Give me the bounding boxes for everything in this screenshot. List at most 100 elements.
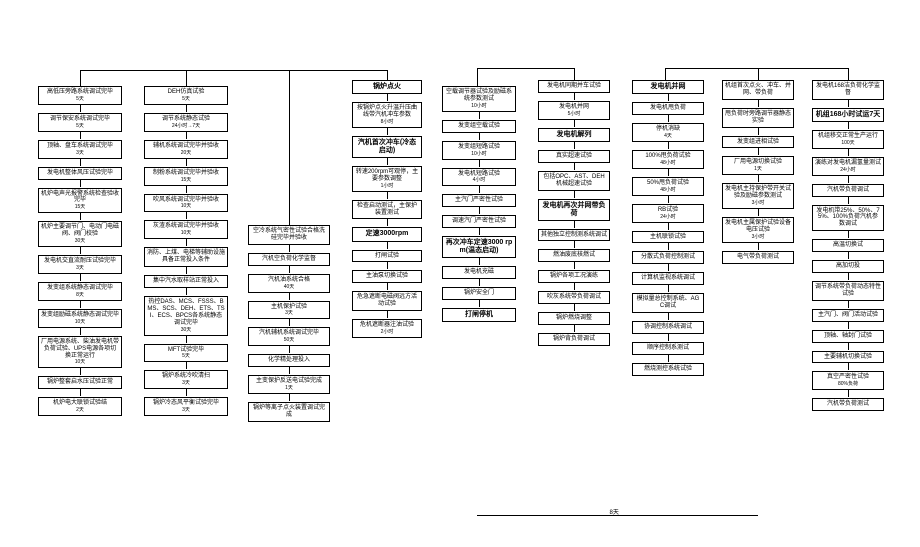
- c2-node-2-label: 辅机系统调试完毕并验收: [153, 143, 219, 150]
- c6-node-2-label: 发电机解列: [557, 131, 592, 139]
- c3-node-2-label: 汽机油系统合格: [268, 277, 310, 284]
- c9-node-5: 发电机带25%、50%、75%、100%负荷汽机参数调试: [812, 205, 884, 232]
- c4-node-4: 检查启动测试，主保护装置测试: [352, 200, 422, 220]
- trunk-vline: [289, 70, 290, 225]
- c9-node-6: 高温切换试: [812, 239, 884, 252]
- c2-node-11: 锅炉冷态风平衡试验完毕3天: [144, 397, 228, 416]
- column-8: 机组首次点火、冲车、并网、带负荷甩负荷时旁路调节器静态实验发变组进相试验厂用电源…: [722, 80, 794, 547]
- c7-node-3: 100%甩负荷试验48小时: [632, 150, 704, 169]
- c7-node-3-duration: 48小时: [660, 161, 676, 166]
- c2-node-1-label: 调节系统静态试验: [162, 116, 210, 123]
- c3-node-4-duration: 50天: [284, 338, 295, 343]
- c7-node-5: RB试验24小时: [632, 204, 704, 223]
- c9-node-6-label: 高温切换试: [833, 242, 863, 249]
- c9-node-2: 机组移交正常生产运行100天: [812, 130, 884, 149]
- c4-node-5-label: 定速3000rpm: [366, 230, 409, 238]
- c8-node-0: 机组首次点火、冲车、并网、带负荷: [722, 80, 794, 100]
- c8-node-2: 发变组进相试验: [722, 136, 794, 149]
- c1-node-4-label: 机炉电声光报警系统检查验收完毕: [41, 191, 119, 205]
- c9-node-10: 顶轴、轴封门试验: [812, 330, 884, 343]
- trunk-vline: [574, 68, 575, 80]
- c8-node-4-duration: 3小时: [752, 201, 765, 206]
- c8-node-5: 发电机主属保护试验设备电压试验3小时: [722, 217, 794, 243]
- c2-node-2: 辅机系统调试完毕并验收20天: [144, 140, 228, 159]
- c1-node-8-duration: 10天: [75, 320, 86, 325]
- c6-node-9: 吹灰系统带负荷调试: [538, 291, 610, 304]
- c1-node-3-label: 发电机整体风压试验完毕: [47, 170, 113, 177]
- c6-node-3-label: 真实超速试验: [556, 153, 592, 160]
- c1-node-11: 机炉电大联锁试验结2天: [38, 397, 122, 416]
- c4-node-7: 主油泵切换试验: [352, 270, 422, 283]
- c5-node-4: 主汽门严密性试验: [442, 194, 516, 207]
- c1-node-2-duration: 3天: [76, 151, 84, 156]
- c2-node-1-duration: 24小时→7天: [172, 124, 200, 129]
- c1-node-5: 机炉主要调节门、电动门电磁阀、阀门校验30天: [38, 221, 122, 247]
- c2-node-4: 吹风系统调试完毕并验收10天: [144, 194, 228, 213]
- c4-node-7-label: 主油泵切换试验: [366, 273, 408, 280]
- c4-node-4-label: 检查启动测试，主保护装置测试: [355, 203, 419, 217]
- c2-node-10-label: 锅炉系统冷吹清扫: [162, 373, 210, 380]
- c2-node-8: 热控DAS、MCS、FSSS、BMS、SCS、DEH、ETS、TSI、ECS、B…: [144, 296, 228, 336]
- c1-node-7-duration: 8天: [76, 293, 84, 298]
- c2-node-0-label: DEH仿真试验: [168, 89, 205, 96]
- trunk-vline: [387, 70, 388, 80]
- c2-node-7-label: 集中汽水取样站正常投入: [153, 278, 219, 285]
- c9-node-8: 调节系统带负荷动态特性试验: [812, 281, 884, 301]
- c5-node-2: 发变组短路试验10小时: [442, 141, 516, 160]
- c5-node-5: 调速汽门严密性试验: [442, 215, 516, 228]
- c6-node-1: 发电机并网5小时: [538, 101, 610, 120]
- trunk-vline: [80, 70, 81, 86]
- c6-node-2: 发电机解列: [538, 128, 610, 142]
- c4-node-3-label: 转速200rpm可观停，主要参数调整: [355, 169, 419, 183]
- c7-node-5-label: RB试验: [658, 207, 678, 214]
- c9-node-11: 主要辅机切换试验: [812, 351, 884, 364]
- c9-node-0-label: 发电机168洁负荷化学监督: [815, 83, 881, 97]
- c3-node-5-label: 化学精处理投入: [268, 357, 310, 364]
- c2-node-9: MFT试验完毕5天: [144, 344, 228, 363]
- c9-node-4-label: 汽机带负荷调试: [827, 187, 869, 194]
- c1-node-2-label: 顶轴、盘车系统调试完毕: [47, 143, 113, 150]
- c1-node-1-duration: 5天: [76, 124, 84, 129]
- c4-node-2: 汽机首次冲车(冷态启动): [352, 136, 422, 158]
- c1-node-9: 厂用电源系统、柴油发电机带负荷试验、UPS电源各项切换正常运行10天: [38, 336, 122, 369]
- c6-node-11: 锅炉背负荷调试: [538, 333, 610, 346]
- c8-node-2-label: 发变组进相试验: [737, 139, 779, 146]
- c4-node-8-label: 危急遮断电磁阀远方活动试验: [355, 294, 419, 308]
- c4-node-3: 转速200rpm可观停，主要参数调整1小时: [352, 166, 422, 192]
- c3-node-2-duration: 40天: [284, 285, 295, 290]
- c8-node-6-label: 电气带负荷测试: [737, 254, 779, 261]
- trunk-hline: [80, 70, 387, 71]
- c7-node-1: 发电机甩负荷: [632, 102, 704, 115]
- c3-node-3: 主机保护试验3天: [248, 301, 330, 320]
- c1-node-10: 锅炉整套启水压试验正常: [38, 376, 122, 389]
- c8-node-5-label: 发电机主属保护试验设备电压试验: [725, 220, 791, 234]
- column-1: 高低压旁路系统调试完毕5天调节保安系统调试完毕5天顶轴、盘车系统调试完毕3天发电…: [38, 86, 122, 547]
- c8-node-1: 甩负荷时旁路调节器静态实验: [722, 108, 794, 128]
- c5-node-4-label: 主汽门严密性试验: [455, 197, 503, 204]
- c5-node-5-label: 调速汽门严密性试验: [452, 218, 506, 225]
- c5-node-3: 发电机短路试验4小时: [442, 168, 516, 187]
- c2-node-10-duration: 3天: [182, 381, 190, 386]
- c5-node-8: 锅炉安全门: [442, 287, 516, 300]
- c4-node-1-duration: 8小时: [381, 120, 394, 125]
- c2-node-6-label: 消防、上煤、电梯等辅助设施具备正常投入条件: [147, 250, 225, 264]
- c6-node-3: 真实超速试验: [538, 150, 610, 163]
- c6-node-4: 包括OPC、AST、DEH机械超速试验: [538, 171, 610, 191]
- c1-node-5-label: 机炉主要调节门、电动门电磁阀、阀门校验: [41, 224, 119, 238]
- c2-node-2-duration: 20天: [181, 151, 192, 156]
- c8-node-4-label: 发电机主持保护带开关试验及励磁参数测试: [725, 186, 791, 200]
- c2-node-7: 集中汽水取样站正常投入: [144, 275, 228, 288]
- c1-node-0-duration: 5天: [76, 97, 84, 102]
- c4-node-1: 按锅炉点火升温升压曲线带汽机冲车参数8小时: [352, 102, 422, 128]
- c9-node-1: 机组168小时试运7天: [812, 108, 884, 122]
- c5-node-0-label: 空载调节器试验及励磁系统参数测试: [445, 89, 513, 103]
- c5-node-6-label: 再次冲车定速3000 rpm(温态启动): [445, 239, 513, 255]
- c2-node-1: 调节系统静态试验24小时→7天: [144, 113, 228, 132]
- c5-node-7-label: 发电机充磁: [464, 269, 494, 276]
- c1-node-5-duration: 30天: [75, 239, 86, 244]
- c1-node-11-label: 机炉电大联锁试验结: [53, 400, 107, 407]
- c1-node-0-label: 高低压旁路系统调试完毕: [47, 89, 113, 96]
- c2-node-5-duration: 10天: [181, 231, 192, 236]
- c9-node-2-label: 机组移交正常生产运行: [818, 133, 878, 140]
- c7-node-3-label: 100%甩负荷试验: [645, 153, 690, 160]
